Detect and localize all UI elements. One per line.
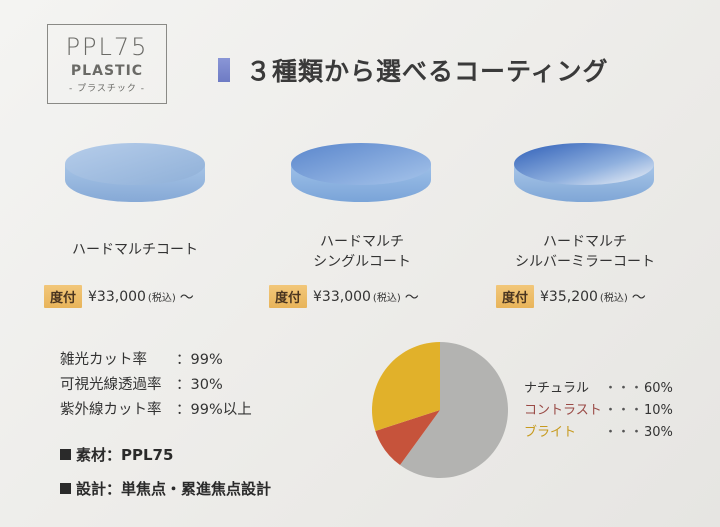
legend-value: 10% (644, 403, 673, 418)
logo-model: PPL75 (65, 33, 149, 61)
coating-label-line: ハードマルチ (543, 234, 627, 250)
logo-material: PLASTIC (70, 63, 144, 79)
coating-label-line: シングルコート (313, 254, 411, 270)
pie-slice-1 (375, 410, 440, 466)
prescription-badge: 度付 (44, 285, 83, 308)
legend-dots: ・・・ (604, 381, 644, 396)
square-bullet-icon (60, 449, 71, 460)
spec-row: 雑光カット率 ：99% (60, 348, 252, 373)
spec-value: ：99%以上 (176, 402, 252, 418)
coating-label-line: シルバーミラーコート (515, 254, 655, 270)
legend-value: 60% (644, 381, 673, 396)
pie-legend: ナチュラル ・・・ 60% コントラスト ・・・ 10% ブライト ・・・ 30… (524, 378, 673, 444)
legend-row: ナチュラル ・・・ 60% (524, 378, 673, 400)
coating-label-2: ハードマルチ シングルコート (282, 232, 442, 272)
design-text: 設計：単焦点・累進焦点設計 (76, 480, 272, 498)
tax-note: (税込) (372, 293, 401, 304)
tax-note: (税込) (599, 293, 628, 304)
price-suffix: ～ (179, 289, 194, 306)
pie-slice-2 (372, 342, 440, 432)
legend-value: 30% (644, 425, 673, 440)
headline: ３種類から選べるコーティング (218, 55, 609, 86)
square-bullet-icon (60, 483, 71, 494)
prescription-badge: 度付 (269, 285, 308, 308)
headline-bar (218, 58, 230, 82)
price-value: ¥33,000 (313, 288, 371, 305)
price-suffix: ～ (631, 289, 646, 306)
pie-slice-0 (400, 342, 508, 478)
coating-label-3: ハードマルチ シルバーミラーコート (500, 232, 670, 272)
pie-chart (370, 340, 510, 484)
price-row-3: 度付 ¥35,200 (税込) ～ (496, 285, 646, 308)
price-value: ¥33,000 (88, 288, 146, 305)
legend-label: ナチュラル (524, 381, 590, 396)
design-line: 設計：単焦点・累進焦点設計 (60, 478, 271, 499)
legend-row: コントラスト ・・・ 10% (524, 400, 673, 422)
price-value: ¥35,200 (540, 288, 598, 305)
tax-note: (税込) (147, 293, 176, 304)
lens-single-coat (288, 140, 434, 204)
headline-text: ３種類から選べるコーティング (246, 57, 609, 86)
spec-row: 紫外線カット率 ：99%以上 (60, 398, 252, 423)
material-text: 素材：PPL75 (76, 446, 174, 464)
pie-chart-svg (372, 342, 508, 478)
price-row-1: 度付 ¥33,000 (税込) ～ (44, 285, 194, 308)
spec-value: ：30% (176, 377, 223, 393)
price-row-2: 度付 ¥33,000 (税込) ～ (269, 285, 419, 308)
legend-dots: ・・・ (604, 425, 644, 440)
spec-value: ：99% (176, 352, 223, 368)
spec-label: 雑光カット率 (60, 352, 147, 368)
coating-label-line: ハードマルチ (320, 234, 404, 250)
lens-hard-multi (62, 140, 208, 204)
legend-label: コントラスト (524, 403, 602, 418)
legend-dots: ・・・ (604, 403, 644, 418)
logo-box: PPL75 PLASTIC - プラスチック - (47, 24, 167, 104)
material-line: 素材：PPL75 (60, 444, 173, 465)
lens-silver-mirror (511, 140, 657, 204)
price-suffix: ～ (404, 289, 419, 306)
coating-label-line: ハードマルチコート (72, 242, 198, 258)
spec-label: 可視光線透過率 (60, 377, 162, 393)
logo-kana: - プラスチック - (68, 84, 146, 94)
coating-label-1: ハードマルチコート (55, 240, 215, 260)
legend-row: ブライト ・・・ 30% (524, 422, 673, 444)
spec-row: 可視光線透過率 ：30% (60, 373, 252, 398)
legend-label: ブライト (524, 425, 577, 440)
spec-list: 雑光カット率 ：99% 可視光線透過率 ：30% 紫外線カット率 ：99%以上 (60, 348, 252, 423)
spec-label: 紫外線カット率 (60, 402, 162, 418)
prescription-badge: 度付 (496, 285, 535, 308)
